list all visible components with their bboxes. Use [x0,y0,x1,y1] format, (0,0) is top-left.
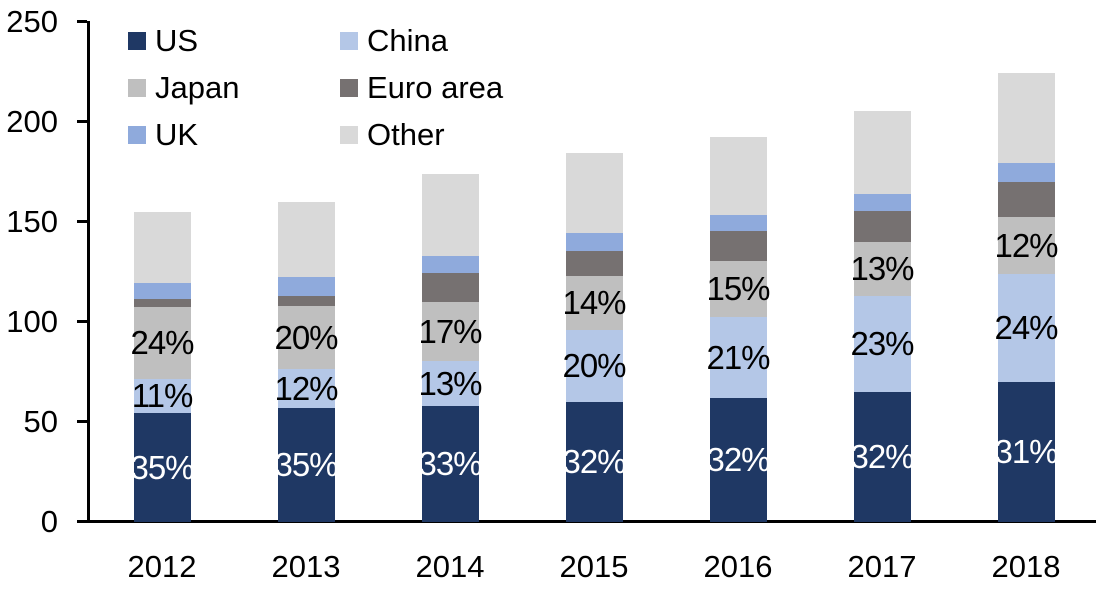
data-label: 20% [274,319,338,356]
legend-swatch-china [340,32,358,50]
bar-segment-china [998,274,1055,382]
x-axis-label: 2017 [847,549,917,584]
bar-segment-other [854,111,911,194]
bar-segment-japan [278,306,335,369]
data-label: 11% [131,377,194,414]
data-label: 17% [418,313,482,350]
bar-segment-uk [710,215,767,231]
bar-segment-us [422,406,479,522]
legend-label-uk: UK [155,117,199,152]
y-tick-label: 150 [6,204,58,239]
y-tick-label: 50 [23,404,58,439]
legend-swatch-us [128,32,146,50]
y-tick-label: 250 [6,4,58,39]
bar-segment-uk [422,256,479,273]
x-axis-label: 2015 [559,549,629,584]
bar-segment-japan [422,302,479,361]
bar-segment-other [422,174,479,256]
bar-segment-us [998,382,1055,522]
bar-segment-us [278,408,335,522]
bar-segment-euro-area [422,273,479,302]
y-tick-mark [77,320,87,323]
data-label: 24% [130,324,194,361]
data-label: 20% [562,347,626,384]
y-tick-label: 200 [6,104,58,139]
bar-segment-other [134,212,191,283]
data-label: 12% [994,227,1058,264]
bar-segment-japan [710,261,767,317]
bar-segment-china [422,361,479,406]
bar-segment-japan [998,217,1055,274]
bar-segment-uk [998,163,1055,182]
y-tick-mark [77,220,87,223]
data-label: 12% [274,370,338,407]
bar-segment-euro-area [710,231,767,261]
x-axis-label: 2016 [703,549,773,584]
data-label: 14% [562,284,626,321]
legend-label-china: China [367,23,448,58]
bar-segment-euro-area [566,251,623,276]
data-label: 24% [994,309,1058,346]
bar-segment-china [134,379,191,413]
bar-segment-other [998,73,1055,163]
y-tick-mark [77,120,87,123]
bar-segment-us [566,402,623,522]
legend-swatch-euro-area [340,79,358,97]
y-tick-label: 0 [40,504,58,539]
bar-segment-us [710,398,767,522]
bar-segment-japan [134,307,191,379]
data-label: 15% [706,270,770,307]
bar-segment-euro-area [854,211,911,242]
bar-segment-uk [278,277,335,296]
bar-segment-euro-area [278,296,335,306]
legend-label-japan: Japan [155,70,240,105]
bar-segment-uk [134,283,191,299]
x-axis-label: 2012 [127,549,197,584]
data-label: 21% [706,339,770,376]
y-tick-label: 100 [6,304,58,339]
data-label: 35% [130,449,194,486]
y-tick-mark [77,420,87,423]
bar-segment-china [710,317,767,398]
x-axis-label: 2013 [271,549,341,584]
bar-segment-china [278,369,335,408]
bar-segment-other [566,153,623,233]
bar-segment-euro-area [998,182,1055,217]
x-axis-label: 2014 [415,549,485,584]
bar-segment-us [134,413,191,522]
legend-swatch-uk [128,126,146,144]
bar-segment-euro-area [134,299,191,307]
legend-swatch-other [340,126,358,144]
data-label: 35% [274,446,338,483]
data-label: 13% [418,365,482,402]
bar-segment-japan [566,276,623,330]
y-tick-mark [77,520,87,523]
bar-segment-uk [566,233,623,251]
legend-swatch-japan [128,79,146,97]
legend-label-euro-area: Euro area [367,70,504,105]
y-tick-mark [77,20,87,23]
bar-segment-uk [854,194,911,211]
data-label: 31% [994,433,1058,470]
y-axis-line [87,21,90,523]
legend-label-us: US [155,23,199,58]
x-axis-label: 2018 [991,549,1061,584]
bar-segment-japan [854,242,911,296]
data-label: 32% [850,438,914,475]
bar-segment-other [278,202,335,277]
data-label: 33% [418,445,482,482]
data-label: 32% [706,441,770,478]
data-label: 13% [850,250,914,287]
bar-segment-us [854,392,911,522]
bar-segment-other [710,137,767,215]
legend-label-other: Other [367,117,445,152]
data-label: 23% [850,325,914,362]
data-label: 32% [562,443,626,480]
bar-segment-china [566,330,623,402]
bar-segment-china [854,296,911,392]
